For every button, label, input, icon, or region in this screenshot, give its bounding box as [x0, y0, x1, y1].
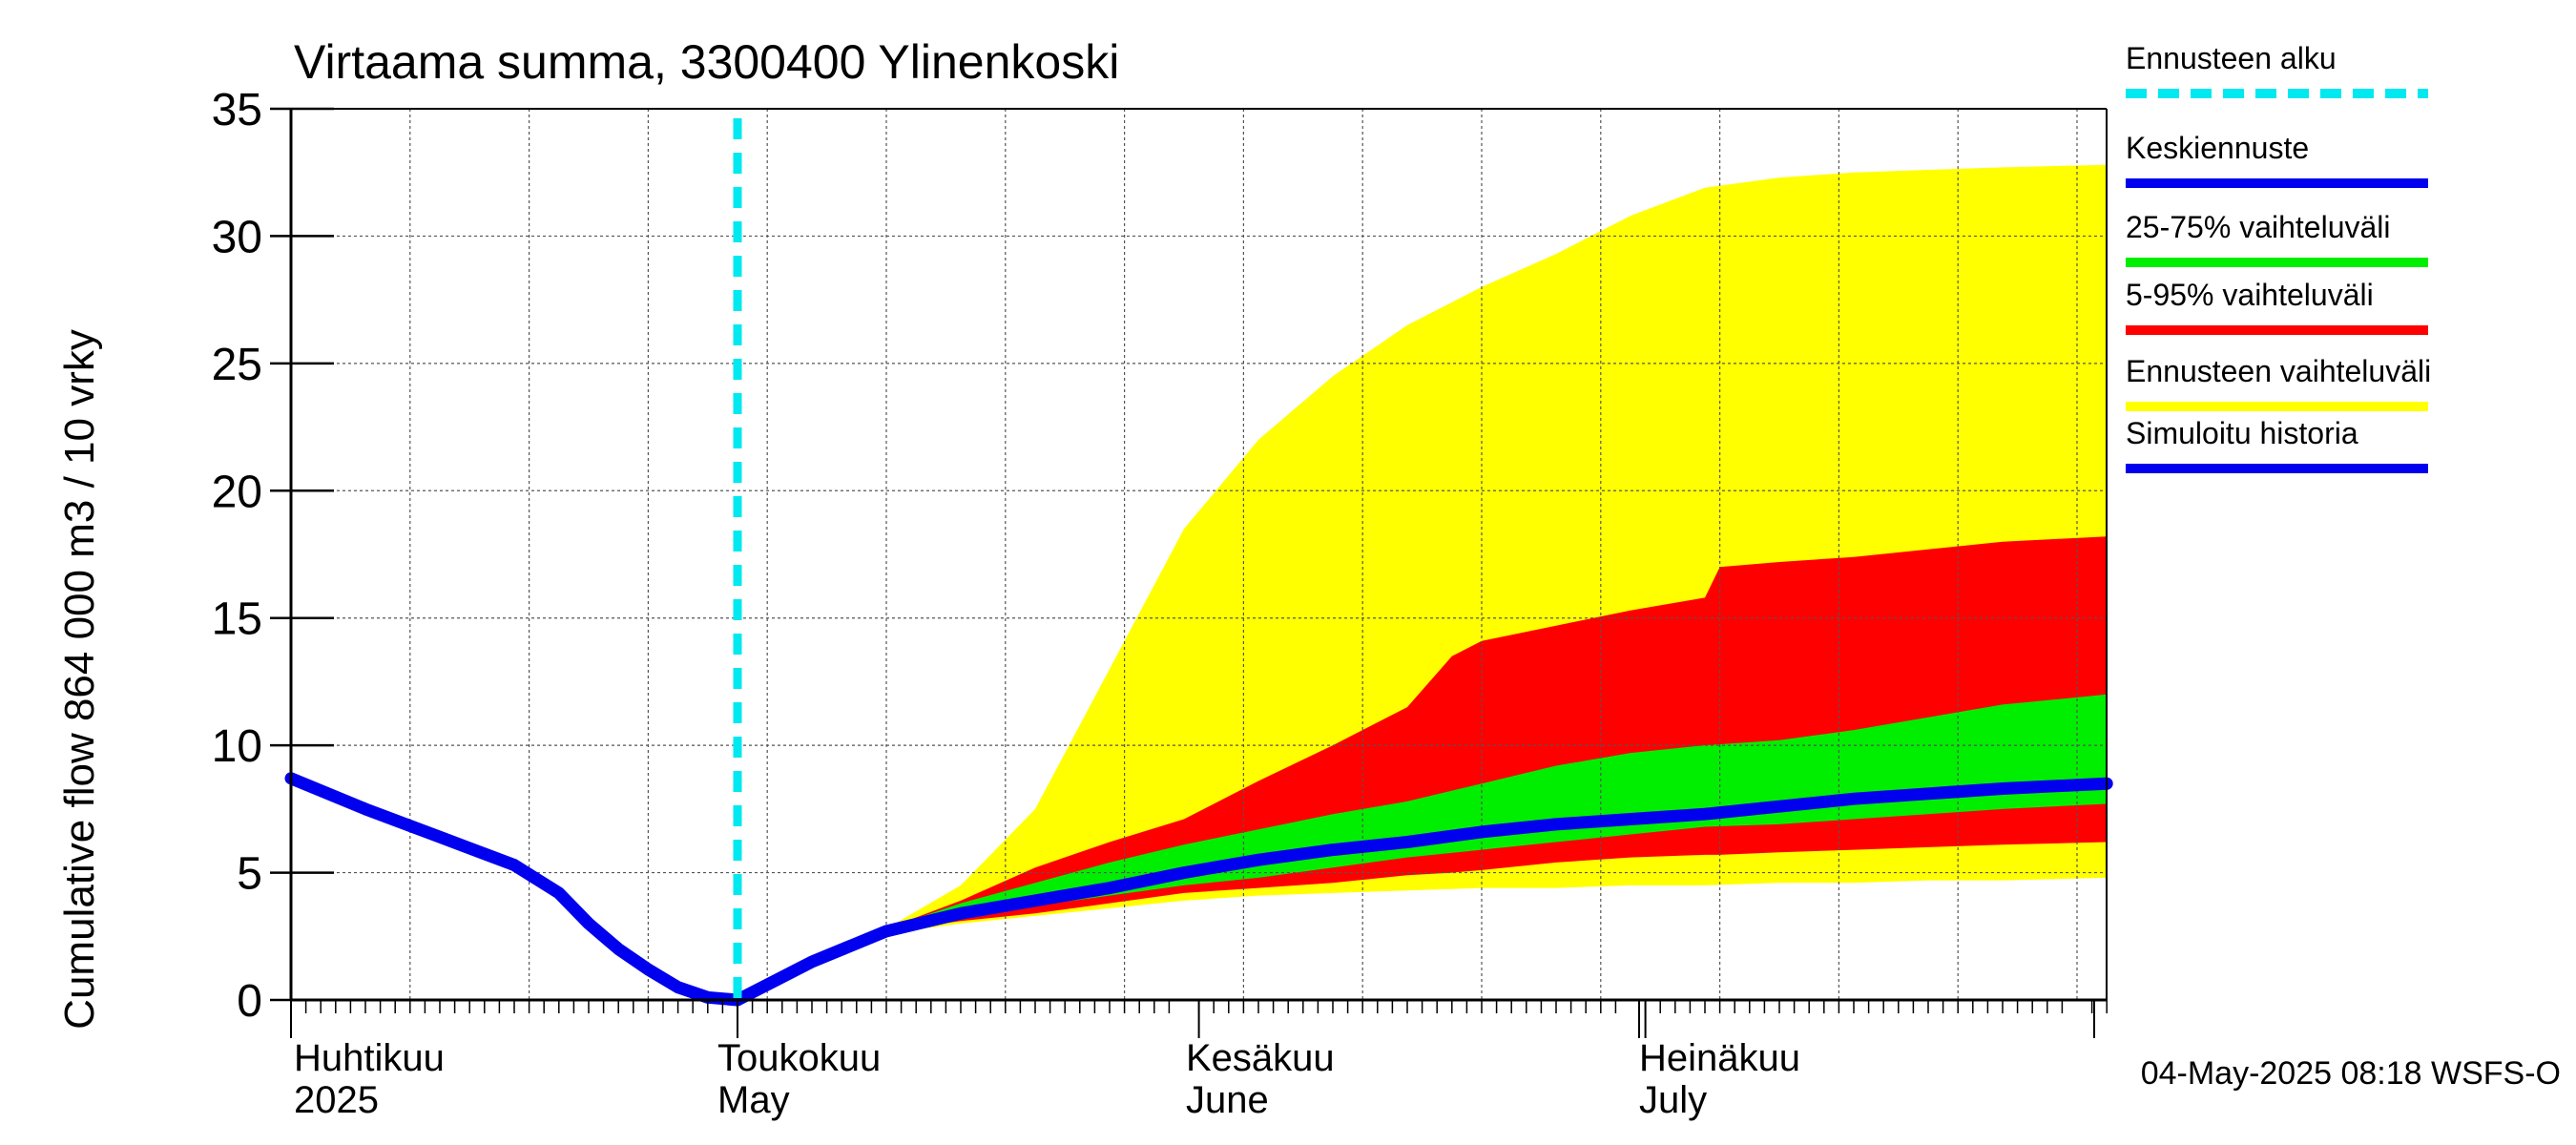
x-month-label-fi: Heinäkuu: [1639, 1037, 1800, 1079]
y-tick-label: 20: [212, 467, 262, 517]
y-axis-label: Cumulative flow 864 000 m3 / 10 vrky: [56, 329, 103, 1030]
x-month-label-en: July: [1639, 1079, 1707, 1121]
y-tick-label: 5: [237, 849, 262, 900]
band-25-75: [737, 694, 2108, 1000]
legend-label: Keskiennuste: [2126, 131, 2309, 165]
legend-label: Ennusteen vaihteluväli: [2126, 354, 2431, 388]
legend-label: 5-95% vaihteluväli: [2126, 278, 2374, 312]
y-tick-label: 25: [212, 340, 262, 390]
y-tick-label: 30: [212, 212, 262, 262]
line-keskiennuste: [731, 777, 2113, 1007]
axes: 05101520253035Huhtikuu2025ToukokuuMayKes…: [212, 85, 2108, 1121]
line-simuloitu-historia: [284, 772, 744, 1007]
x-month-label-fi: Kesäkuu: [1186, 1037, 1335, 1079]
y-tick-label: 0: [237, 976, 262, 1027]
x-month-label-en: June: [1186, 1079, 1269, 1121]
footer-timestamp: 04-May-2025 08:18 WSFS-O: [2140, 1055, 2561, 1092]
grid: [291, 109, 2107, 1000]
y-tick-label: 35: [212, 85, 262, 135]
x-month-label-en: 2025: [294, 1079, 379, 1121]
forecast-bands: [737, 164, 2108, 1000]
series-lines: [284, 118, 2113, 1007]
x-month-label-fi: Toukokuu: [717, 1037, 881, 1079]
x-month-label-fi: Huhtikuu: [294, 1037, 445, 1079]
x-month-label-en: May: [717, 1079, 790, 1121]
chart-title: Virtaama summa, 3300400 Ylinenkoski: [294, 35, 1119, 89]
legend: Ennusteen alku Keskiennuste 25-75% vaihtel…: [2126, 41, 2431, 473]
legend-label: Simuloitu historia: [2126, 416, 2358, 450]
legend-label: Ennusteen alku: [2126, 41, 2337, 75]
legend-label: 25-75% vaihteluväli: [2126, 210, 2391, 244]
y-tick-label: 15: [212, 594, 262, 645]
y-tick-label: 10: [212, 721, 262, 772]
